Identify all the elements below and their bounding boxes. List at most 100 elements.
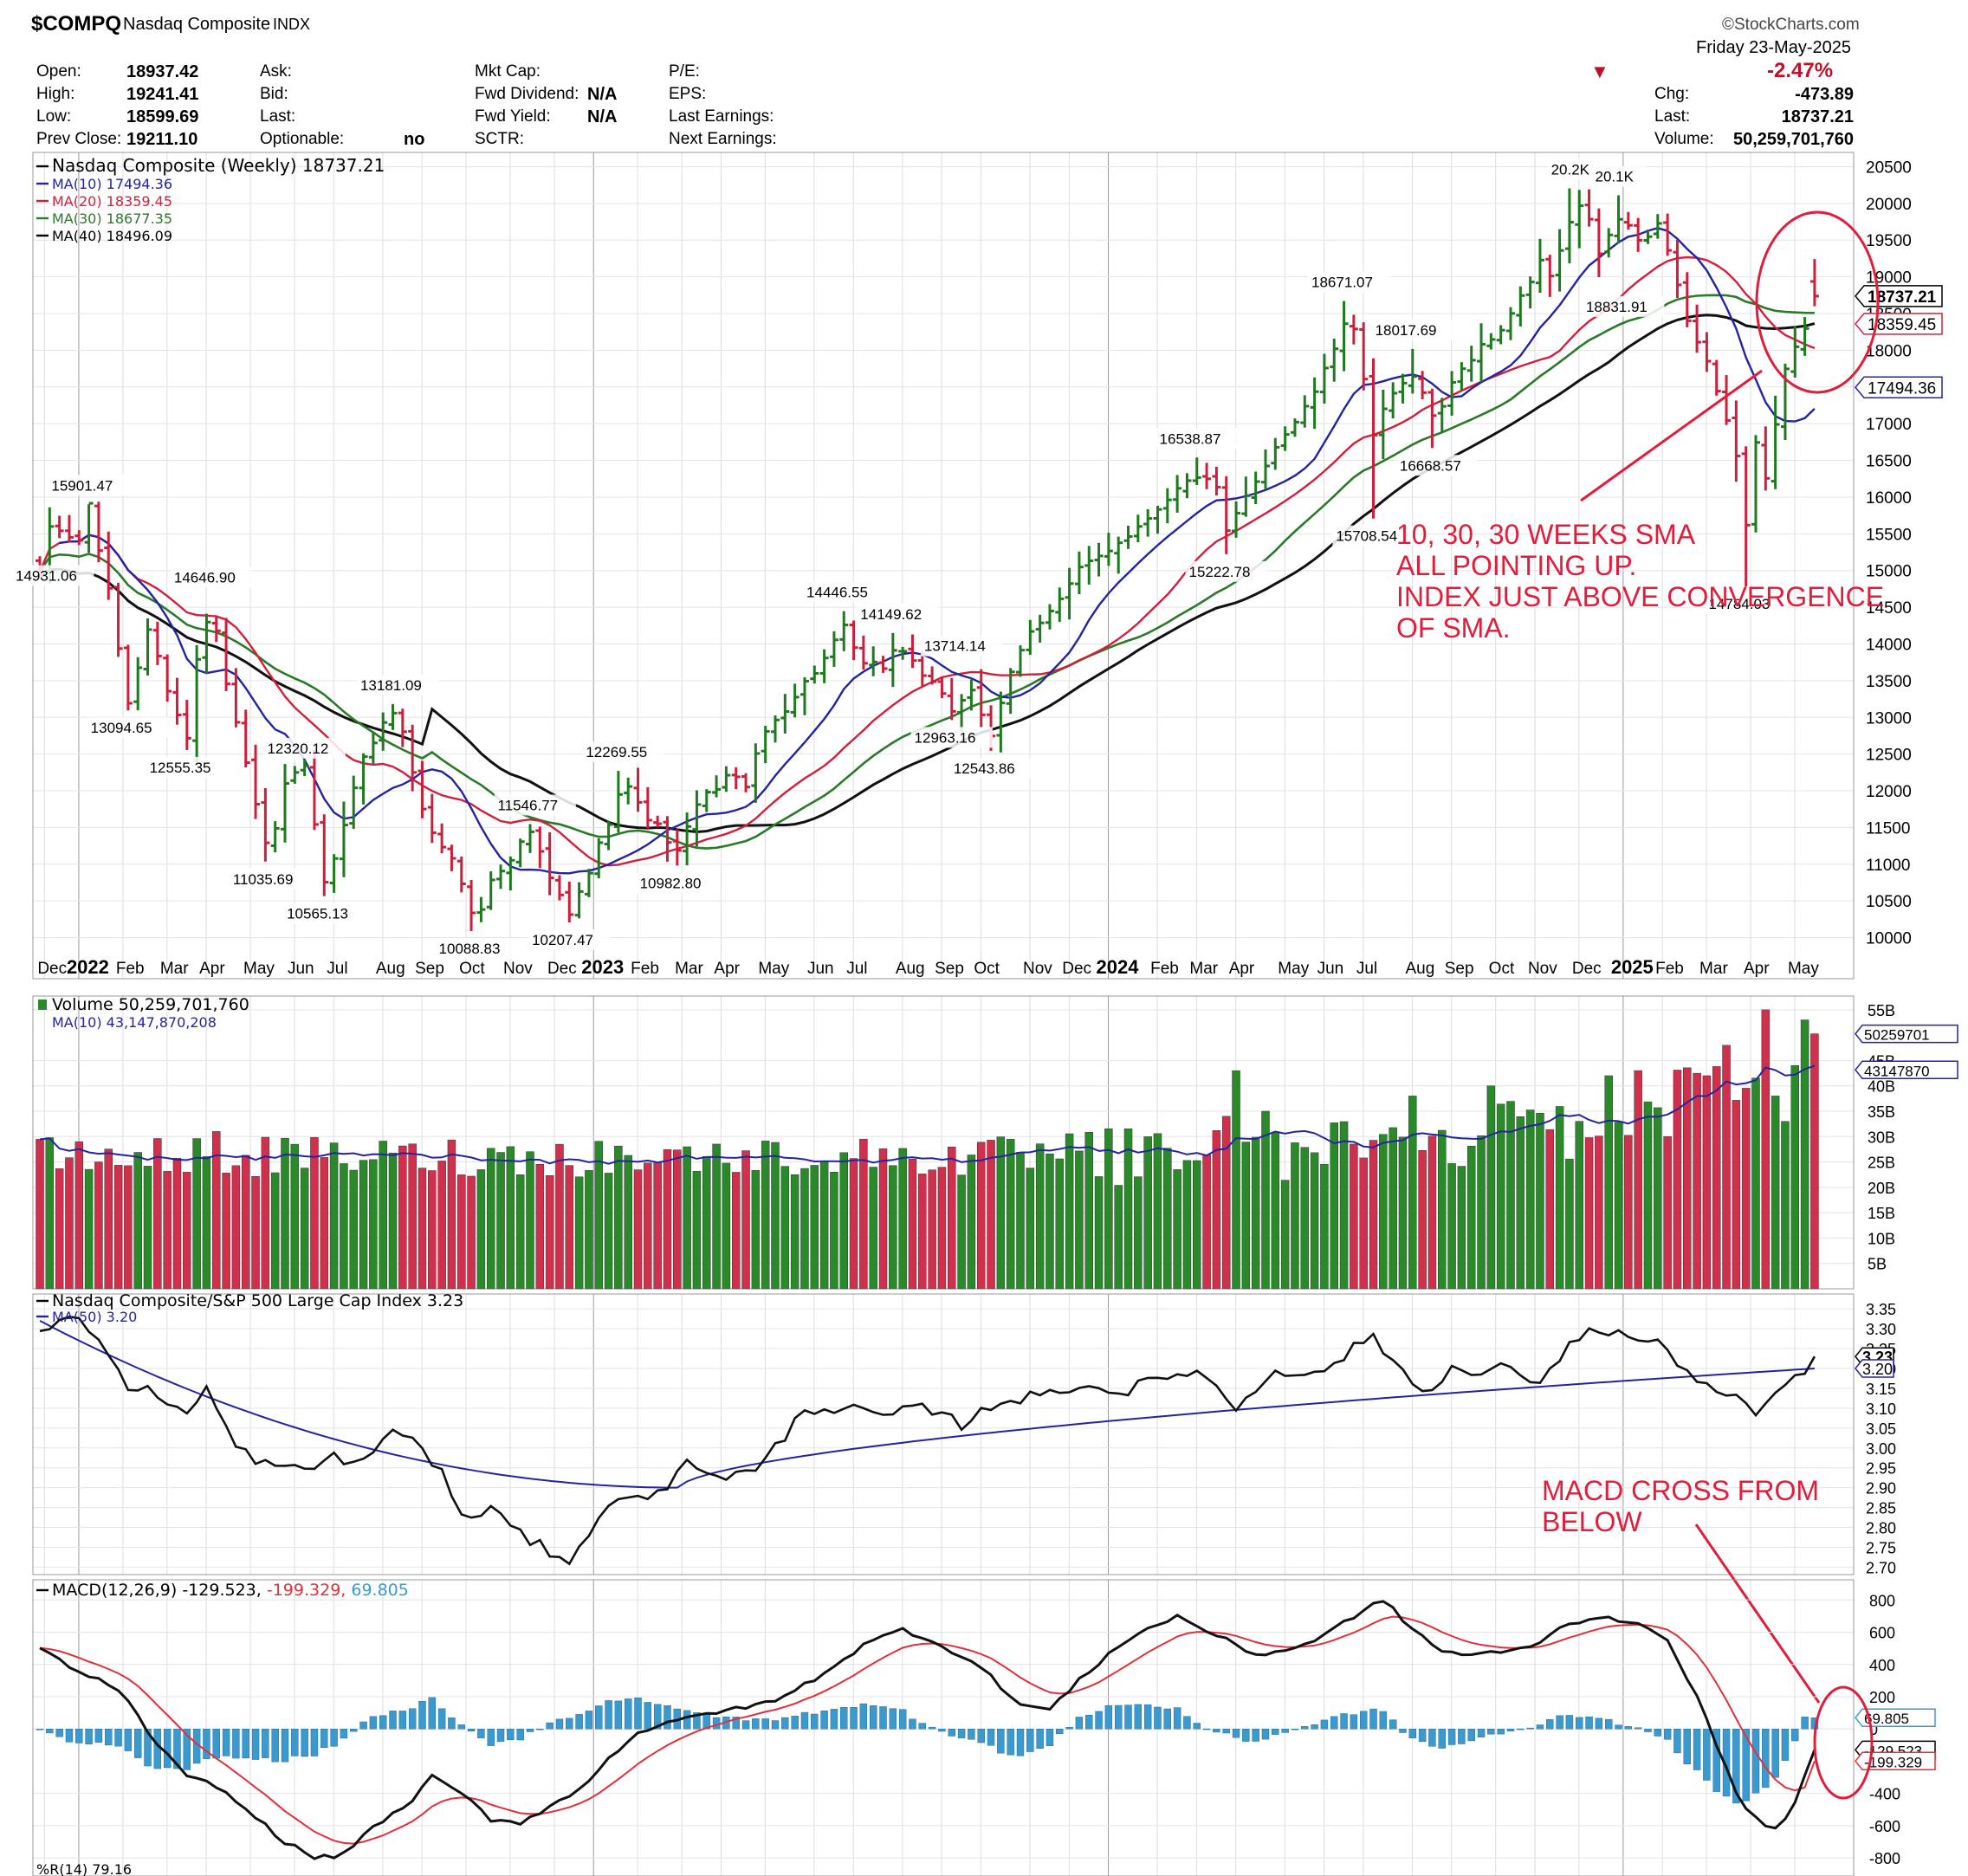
volume-bar (1790, 1065, 1800, 1290)
price-axis-tick: 11500 (1866, 819, 1910, 838)
volume-bar (663, 1149, 672, 1290)
x-axis-label: Feb (1150, 960, 1179, 978)
analysis-note: OF SMA. (1396, 612, 1511, 644)
volume-bar (1369, 1140, 1378, 1290)
macd-histogram-bar (614, 1700, 623, 1730)
macd-histogram-bar (811, 1713, 819, 1730)
price-annotation: 15222.78 (1189, 564, 1251, 580)
field-label: Next Earnings: (669, 130, 777, 148)
volume-bar (996, 1136, 1006, 1290)
macd-histogram-bar (487, 1729, 495, 1746)
volume-bar (1536, 1113, 1544, 1290)
volume-bar (869, 1167, 877, 1290)
macd-histogram-bar (1183, 1716, 1191, 1730)
x-axis-label: Aug (1405, 960, 1434, 978)
volume-bar (241, 1155, 250, 1290)
x-axis-label: Nov (1023, 960, 1052, 978)
macd-histogram-bar (820, 1711, 828, 1730)
x-axis-label: Jun (807, 960, 834, 978)
field-value: N/A (587, 107, 618, 126)
annotation-bg (1591, 165, 1646, 187)
field-label: Mkt Cap: (475, 62, 541, 81)
volume-bar (408, 1143, 417, 1290)
volume-bar (486, 1148, 495, 1290)
macd-histogram-bar (566, 1718, 573, 1730)
volume-bar (1153, 1133, 1162, 1290)
volume-bar (1114, 1185, 1123, 1290)
macd-histogram-bar (1447, 1729, 1456, 1745)
volume-bar (359, 1160, 368, 1290)
x-axis-label: Jul (846, 960, 867, 978)
legend-entry: MA(30) 18677.35 (52, 210, 172, 227)
annotation-bg (582, 741, 664, 763)
annotation-bg (1705, 593, 1787, 615)
field-label: Last Earnings: (669, 107, 774, 126)
annotation-bg (803, 581, 885, 603)
macd-histogram-bar (1693, 1729, 1701, 1770)
analysis-note: ALL POINTING UP. (1396, 550, 1636, 581)
legend-entry: MA(10) 17494.36 (52, 176, 172, 192)
volume-bar (45, 1137, 55, 1290)
volume-bar (1466, 1145, 1476, 1290)
macd-histogram-bar (222, 1729, 230, 1756)
macd-histogram-bar (693, 1712, 701, 1730)
macd-histogram-bar (1369, 1708, 1377, 1730)
macd-histogram-bar (870, 1705, 877, 1730)
volume-bar (1163, 1148, 1172, 1290)
volume-bar (1359, 1157, 1368, 1290)
macd-histogram-bar (418, 1701, 426, 1730)
x-axis-label: May (1788, 960, 1819, 978)
volume-bar (1202, 1154, 1211, 1290)
macd-histogram-bar (741, 1720, 750, 1730)
macd-histogram-bar (1016, 1729, 1025, 1756)
quote-date: Friday 23-May-2025 (1696, 38, 1851, 57)
volume-bar (555, 1143, 564, 1290)
volume-bar (937, 1167, 947, 1290)
volume-bar (761, 1141, 770, 1290)
annotation-bg (636, 872, 718, 894)
volume-bar (153, 1138, 162, 1290)
price-axis-tick: 15000 (1866, 563, 1912, 581)
volume-bar (644, 1162, 652, 1290)
volume-bar (565, 1165, 574, 1290)
macd-axis-tick: 400 (1869, 1657, 1895, 1674)
volume-bar (1084, 1132, 1093, 1290)
volume-bar (1771, 1096, 1780, 1290)
field-label: Optionable: (260, 130, 345, 148)
macd-histogram-bar (389, 1711, 397, 1730)
volume-bar (437, 1161, 446, 1290)
down-arrow-icon: ▼ (1590, 61, 1609, 82)
macd-histogram-bar (1036, 1729, 1044, 1749)
volume-bar (535, 1163, 545, 1290)
macd-histogram-bar (859, 1703, 868, 1730)
price-axis-tick: 17000 (1866, 416, 1912, 434)
x-axis-label: May (1278, 960, 1309, 978)
percent-change: -2.47% (1767, 59, 1834, 82)
price-annotation: 18831.91 (1586, 299, 1648, 315)
volume-bar (1654, 1107, 1662, 1290)
price-axis-tick: 13000 (1866, 709, 1912, 728)
volume-bar (1408, 1096, 1417, 1290)
analysis-note: 10, 30, 30 WEEKS SMA (1396, 519, 1696, 550)
chart-background (0, 152, 1968, 1876)
volume-bar (1006, 1139, 1015, 1290)
macd-histogram-bar (791, 1716, 799, 1730)
price-axis-tick: 16000 (1866, 489, 1912, 508)
macd-histogram-bar (1418, 1729, 1427, 1742)
price-annotation: 18017.69 (1376, 322, 1437, 339)
macd-histogram-bar (1350, 1714, 1358, 1730)
volume-bar (741, 1150, 750, 1290)
price-annotation: 12963.16 (915, 729, 976, 746)
legend-entry: Nasdaq Composite (Weekly) 18737.21 (52, 155, 385, 176)
ratio-axis-tick: 3.30 (1866, 1321, 1896, 1338)
macd-histogram-bar (1202, 1728, 1211, 1730)
volume-bar (1143, 1136, 1152, 1290)
field-value: N/A (587, 85, 618, 104)
field-label: EPS: (669, 85, 707, 103)
macd-histogram-bar (800, 1711, 809, 1730)
x-axis-label: Apr (199, 960, 225, 978)
macd-marker-label: -199.329 (1864, 1754, 1922, 1770)
macd-histogram-bar (1526, 1727, 1534, 1730)
volume-bar (281, 1137, 289, 1290)
